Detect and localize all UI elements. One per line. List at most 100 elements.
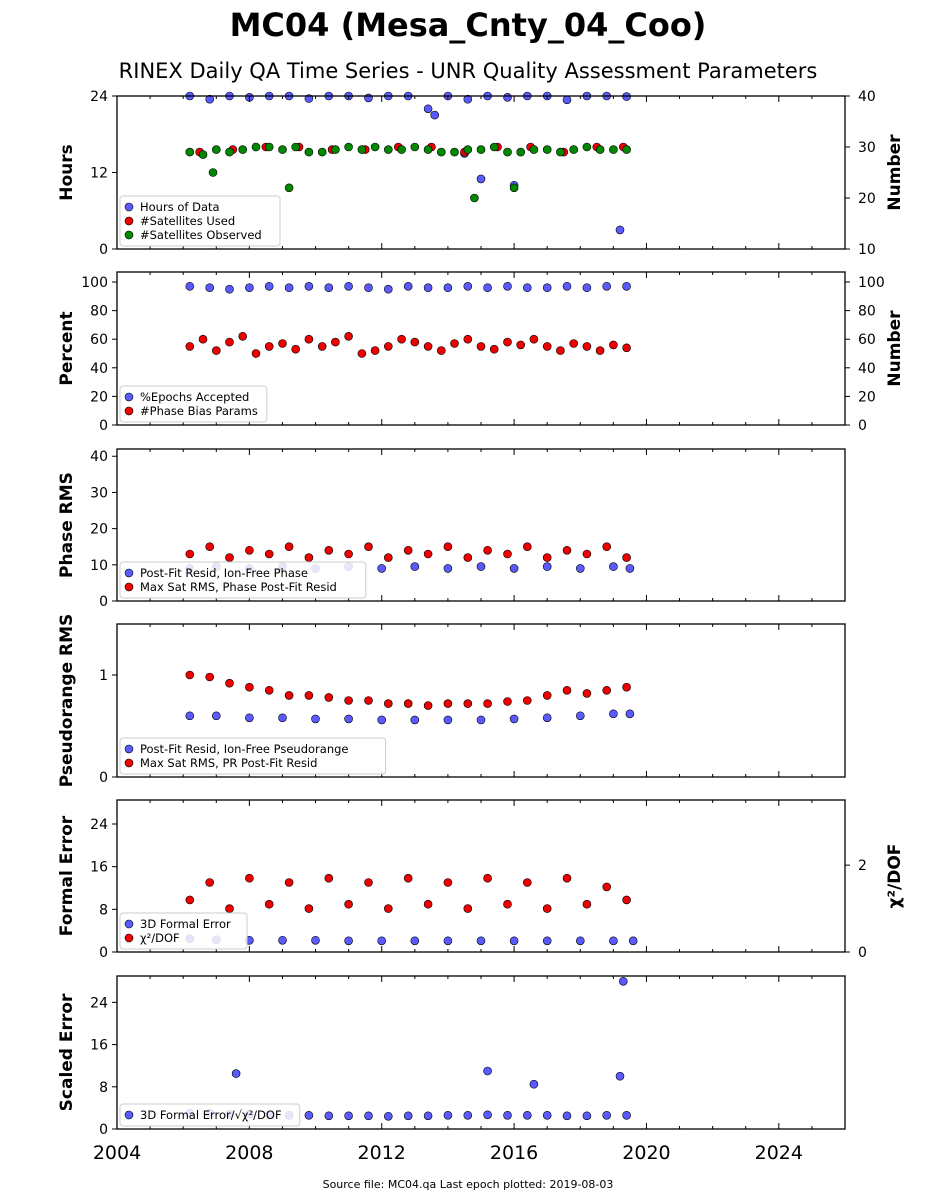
data-point [205,542,214,552]
data-point [463,699,473,708]
data-point [443,936,453,946]
data-point [423,342,433,351]
data-point [344,281,353,291]
legend-marker [124,919,134,929]
data-point [476,174,486,184]
data-point [625,709,635,719]
data-point [344,1111,353,1121]
data-point [503,93,512,102]
data-point [205,672,214,682]
data-point [198,334,208,344]
data-point [364,696,373,705]
data-point [423,145,433,154]
data-point [476,715,486,725]
data-point [410,562,420,571]
data-point [212,145,221,154]
data-point [542,713,552,723]
data-point [364,542,373,552]
data-point [264,281,274,291]
data-point [622,1111,631,1120]
data-point [503,337,512,347]
data-point [423,899,433,909]
data-point [595,346,605,355]
data-point [602,685,612,695]
data-point [423,1111,433,1121]
data-point [542,936,552,946]
data-point [503,549,512,559]
data-point [503,147,512,157]
y-tick-label: 24 [90,995,108,1011]
panel-2: 0 20 40 60 80 100 0 20 40 60 80 100 Percent Number %Ep… [57,271,905,434]
data-point [423,549,433,559]
data-point [476,342,486,351]
data-point [264,342,274,351]
legend-box [119,737,387,775]
data-point [529,334,539,344]
legend-label: 3D Formal Error/√χ²/DOF [140,1108,282,1122]
data-point [403,873,413,883]
data-point [463,281,473,291]
data-point [245,682,254,692]
data-point [556,346,565,355]
data-point [304,1111,314,1120]
data-point [357,349,367,358]
data-point [562,685,572,695]
data-point [582,142,592,152]
data-point [575,936,585,946]
data-point [324,1111,334,1121]
data-point [443,283,453,293]
y-tick-label: 60 [90,332,108,348]
data-point [225,147,234,157]
data-point [370,346,380,355]
data-point [615,1071,625,1081]
series-1 [185,281,631,294]
data-point [317,342,327,351]
data-point [522,542,532,552]
data-point [622,145,631,154]
data-point [344,696,353,705]
y-right-tick-label: 2 [858,858,867,874]
y-right-axis-label: Number [885,134,905,211]
y-right-tick-label: 20 [858,191,876,207]
legend: Hours of Data#Satellites Used#Satellites… [119,195,281,247]
y-tick-label: 0 [99,242,108,258]
x-tick-label: 2004 [93,1142,141,1164]
data-point [364,878,373,887]
y-axis-label: Pseudorange RMS [57,614,77,788]
data-point [212,346,221,355]
data-point [284,183,294,193]
data-point [602,281,612,291]
data-point [370,142,380,152]
data-point [430,110,440,120]
y-right-axis-label: Number [885,310,905,387]
data-point [423,283,433,293]
series-2 [185,331,631,358]
data-point [450,339,459,348]
data-point [443,1111,453,1120]
legend-label: Max Sat RMS, PR Post-Fit Resid [140,756,317,770]
data-point [622,682,631,692]
legend-label: #Satellites Observed [140,228,262,242]
data-point [562,95,572,105]
data-point [463,145,473,154]
legend-label: #Phase Bias Params [140,404,258,418]
data-point [575,711,585,721]
data-point [245,713,254,723]
data-point [443,564,453,573]
legend-box [119,561,367,599]
legend-marker [124,392,134,402]
legend-box [119,385,268,423]
data-point [463,904,473,913]
data-point [436,346,446,355]
data-point [443,878,453,887]
legend-marker [124,230,134,240]
data-point [238,331,247,341]
data-point [509,936,519,946]
y-right-tick-label: 0 [858,418,867,434]
y-axis-label: Formal Error [57,815,77,936]
data-point [542,562,552,571]
data-point [284,542,294,552]
data-point [185,549,195,559]
data-point [562,873,572,883]
data-point [582,342,592,351]
